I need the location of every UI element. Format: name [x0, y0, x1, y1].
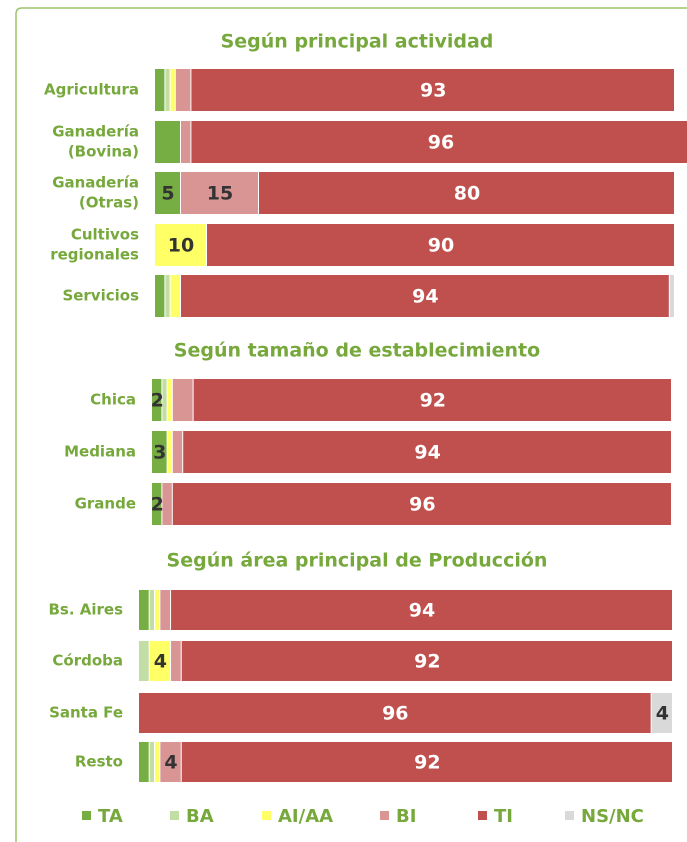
- bar-segment: [160, 590, 171, 630]
- bar-segment: [139, 693, 651, 733]
- legend-label: BI: [396, 806, 416, 827]
- legend-swatch: [262, 811, 271, 820]
- bar-segment: [191, 121, 687, 163]
- legend-swatch: [565, 811, 574, 820]
- bar-segment: [152, 431, 167, 473]
- bar-segment: [165, 275, 170, 317]
- bar-segment: [149, 590, 155, 630]
- bar-segment: [155, 590, 160, 630]
- category-label: regionales: [50, 246, 139, 264]
- bar-segment: [181, 275, 669, 317]
- category-label: Córdoba: [52, 652, 123, 670]
- legend-label: TA: [98, 806, 123, 827]
- bar-segment: [155, 69, 165, 111]
- value-label: 94: [412, 286, 438, 308]
- value-label: 90: [428, 235, 454, 257]
- category-label: Mediana: [64, 443, 136, 461]
- bar-segment: [155, 742, 160, 782]
- category-label: Agricultura: [44, 81, 139, 99]
- value-label: 3: [153, 442, 166, 464]
- category-label: Ganadería: [52, 123, 139, 141]
- value-label: 5: [161, 183, 174, 205]
- bar-segment: [170, 69, 175, 111]
- value-label: 96: [428, 132, 454, 154]
- bar-segment: [152, 379, 162, 421]
- bar-segment: [162, 379, 167, 421]
- value-label: 94: [414, 442, 440, 464]
- bar-segment: [172, 379, 193, 421]
- legend-swatch: [170, 811, 179, 820]
- value-label: 4: [164, 752, 177, 774]
- category-label: Grande: [75, 495, 136, 513]
- bar-segment: [669, 275, 674, 317]
- frame: [15, 7, 687, 842]
- value-label: 2: [151, 494, 164, 516]
- panel-title: Según área principal de Producción: [167, 550, 548, 572]
- category-label: (Bovina): [68, 143, 139, 161]
- bar-segment: [149, 641, 171, 681]
- bar-segment: [139, 590, 149, 630]
- value-label: 96: [382, 703, 408, 725]
- bar-segment: [181, 742, 672, 782]
- bar-segment: [181, 172, 258, 214]
- bar-segment: [172, 431, 183, 473]
- bar-segment: [160, 742, 181, 782]
- legend-swatch: [478, 811, 487, 820]
- legend-label: NS/NC: [581, 806, 644, 827]
- value-label: 80: [454, 183, 480, 205]
- panel-title: Según tamaño de establecimiento: [174, 340, 540, 362]
- legend-label: TI: [494, 806, 513, 827]
- bar-segment: [181, 121, 191, 163]
- value-label: 4: [154, 651, 167, 673]
- bar-segment: [172, 483, 672, 525]
- bar-segment: [155, 121, 180, 163]
- panel-title: Según principal actividad: [221, 31, 494, 53]
- bar-segment: [193, 379, 671, 421]
- bar-segment: [152, 483, 162, 525]
- value-label: 92: [414, 651, 440, 673]
- legend-label: AI/AA: [278, 806, 333, 827]
- value-label: 93: [420, 80, 446, 102]
- bar-segment: [171, 590, 673, 630]
- value-label: 94: [409, 600, 435, 622]
- bar-segment: [139, 641, 149, 681]
- legend-label: BA: [186, 806, 214, 827]
- bar-segment: [651, 693, 672, 733]
- legend-swatch: [82, 811, 91, 820]
- bar-segment: [181, 641, 672, 681]
- bar-segment: [170, 275, 180, 317]
- bar-segment: [167, 431, 172, 473]
- category-label: Bs. Aires: [48, 601, 123, 619]
- legend-swatch: [380, 811, 389, 820]
- bar-segment: [155, 275, 165, 317]
- bar-segment: [191, 69, 674, 111]
- bar-segment: [149, 742, 155, 782]
- value-label: 4: [656, 703, 669, 725]
- bar-segment: [155, 224, 206, 266]
- value-label: 96: [409, 494, 435, 516]
- category-label: Santa Fe: [49, 704, 123, 722]
- value-label: 2: [151, 390, 164, 412]
- category-label: Ganadería: [52, 174, 139, 192]
- bar-segment: [139, 742, 149, 782]
- value-label: 10: [168, 235, 194, 257]
- bar-segment: [175, 69, 191, 111]
- category-label: Servicios: [62, 287, 139, 305]
- bar-segment: [162, 483, 172, 525]
- category-label: Resto: [75, 753, 123, 771]
- category-label: (Otras): [79, 194, 139, 212]
- value-label: 92: [414, 752, 440, 774]
- bar-segment: [167, 379, 172, 421]
- bar-segment: [165, 69, 170, 111]
- bar-segment: [259, 172, 674, 214]
- bar-segment: [171, 641, 181, 681]
- value-label: 15: [207, 183, 233, 205]
- bar-segment: [155, 172, 180, 214]
- category-label: Chica: [90, 391, 136, 409]
- value-label: 92: [420, 390, 446, 412]
- bar-segment: [207, 224, 674, 266]
- bar-segment: [183, 431, 671, 473]
- category-label: Cultivos: [71, 226, 139, 244]
